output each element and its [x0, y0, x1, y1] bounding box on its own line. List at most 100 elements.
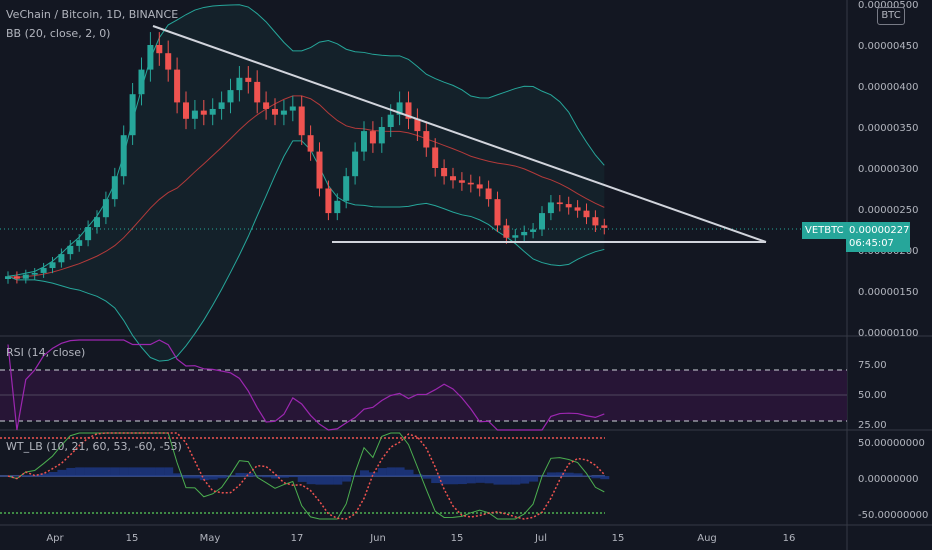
rsi-label: RSI (14, close) — [6, 346, 86, 359]
candle-body — [191, 110, 198, 119]
wt-hist-bar — [573, 473, 583, 476]
candle-body — [539, 213, 545, 230]
bollinger-bands — [7, 4, 605, 362]
wt-hist-bar — [440, 476, 450, 485]
wt-hist-bar — [128, 467, 138, 476]
wt-hist-bar — [244, 473, 254, 476]
candle-body — [183, 102, 189, 119]
wt-hist-bar — [279, 476, 289, 478]
time-tick-label: Aug — [697, 533, 717, 544]
candle-body — [334, 200, 341, 214]
price-tick-label: 0.00000350 — [858, 123, 918, 134]
wt-hist-bar — [449, 476, 458, 485]
candle-body — [272, 108, 278, 115]
wt-hist-bar — [546, 472, 556, 476]
last-price-tag: 0.00000227 06:45:07 — [846, 222, 910, 252]
candle-body — [530, 229, 537, 232]
wt-hist-bar — [324, 476, 334, 485]
wt-tick-label: 0.00000000 — [858, 474, 918, 485]
candle-body — [450, 176, 456, 181]
wt-hist-bar — [30, 474, 40, 476]
wt-hist-bar — [404, 469, 414, 476]
price-tick-label: 0.00000500 — [858, 0, 918, 11]
candle-body — [458, 180, 465, 183]
candle-body — [22, 274, 29, 279]
wt-hist-bar — [101, 467, 111, 476]
wt-hist-bar — [529, 476, 539, 482]
wt-hist-bar — [466, 476, 476, 484]
wt-hist-bar — [297, 476, 307, 482]
wt-hist-bar — [484, 476, 494, 484]
candle-body — [583, 210, 590, 218]
wt-hist-bar — [271, 476, 280, 479]
rsi-legend[interactable]: RSI (14, close) — [6, 346, 91, 359]
candle-body — [556, 202, 563, 205]
candle-body — [476, 184, 483, 189]
candle-body — [343, 176, 350, 201]
last-price-value: 0.00000227 — [849, 225, 910, 236]
wt-hist-bar — [413, 474, 423, 476]
time-tick-label: 16 — [783, 533, 796, 544]
candle-body — [396, 102, 403, 115]
symbol-legend: VeChain / Bitcoin, 1D, BINANCE — [6, 8, 184, 21]
wt-hist-bar — [21, 475, 31, 476]
wt-hist-bar — [173, 473, 183, 476]
candle-body — [361, 131, 367, 152]
time-tick-label: Jul — [534, 533, 547, 544]
rsi-line — [7, 339, 605, 431]
candle-body — [94, 217, 100, 228]
price-axis: 0.00000500 0.00000450 0.00000400 0.00000350… — [858, 0, 918, 339]
rsi-tick-label: 50.00 — [858, 390, 887, 401]
wt-histogram — [12, 467, 610, 485]
candle-body — [31, 272, 38, 275]
wt-hist-bar — [386, 467, 396, 476]
candle-body — [423, 131, 430, 148]
wt-legend[interactable]: WT_LB (10, 21, 60, 53, -60, -53) — [6, 440, 188, 453]
candle-body — [49, 262, 56, 269]
candle-body — [58, 254, 65, 263]
candle-body — [209, 108, 216, 115]
candle-body — [40, 268, 47, 273]
wt-hist-bar — [119, 467, 129, 476]
candle-body — [503, 225, 510, 238]
wt-hist-bar — [12, 476, 22, 477]
candle-body — [494, 199, 501, 226]
descending-trendline[interactable] — [152, 25, 767, 243]
candle-body — [129, 94, 136, 136]
candle-body — [263, 102, 270, 109]
wt-hist-bar — [66, 467, 76, 476]
wt-hist-bar — [493, 476, 503, 485]
wt-hist-bar — [582, 475, 592, 476]
wt-hist-bar — [395, 467, 405, 476]
candle-body — [307, 135, 314, 152]
wt-hist-bar — [306, 476, 316, 485]
wt-hist-bar — [164, 467, 174, 476]
candle-body — [352, 151, 359, 177]
wt-hist-bar — [564, 472, 574, 476]
wt-hist-bar — [288, 476, 298, 478]
price-tick-label: 0.00000300 — [858, 164, 918, 175]
price-tick-label: 0.00000100 — [858, 328, 918, 339]
wt-hist-bar — [520, 476, 530, 484]
symbol-title[interactable]: VeChain / Bitcoin, 1D, BINANCE — [6, 8, 179, 21]
candle-body — [369, 131, 376, 144]
price-tick-label: 0.00000400 — [858, 82, 918, 93]
wt-hist-bar — [431, 476, 441, 484]
wt-hist-bar — [110, 467, 120, 476]
candle-body — [601, 225, 608, 228]
wt2-line — [7, 432, 605, 520]
wt-hist-bar — [342, 476, 352, 482]
wt-hist-bar — [591, 476, 601, 479]
currency-badge[interactable]: BTC — [877, 7, 905, 25]
bb-label: BB (20, close, 2, 0) — [6, 27, 111, 40]
wt-hist-bar — [511, 476, 521, 485]
countdown-timer: 06:45:07 — [849, 238, 894, 249]
candle-body — [592, 217, 599, 226]
wt-hist-bar — [146, 467, 156, 476]
price-tick-label: 0.00000250 — [858, 205, 918, 216]
rsi-tick-label: 75.00 — [858, 360, 887, 371]
bb-legend[interactable]: BB (20, close, 2, 0) — [6, 27, 116, 40]
candle-body — [325, 188, 332, 214]
wt-hist-bar — [84, 467, 94, 476]
